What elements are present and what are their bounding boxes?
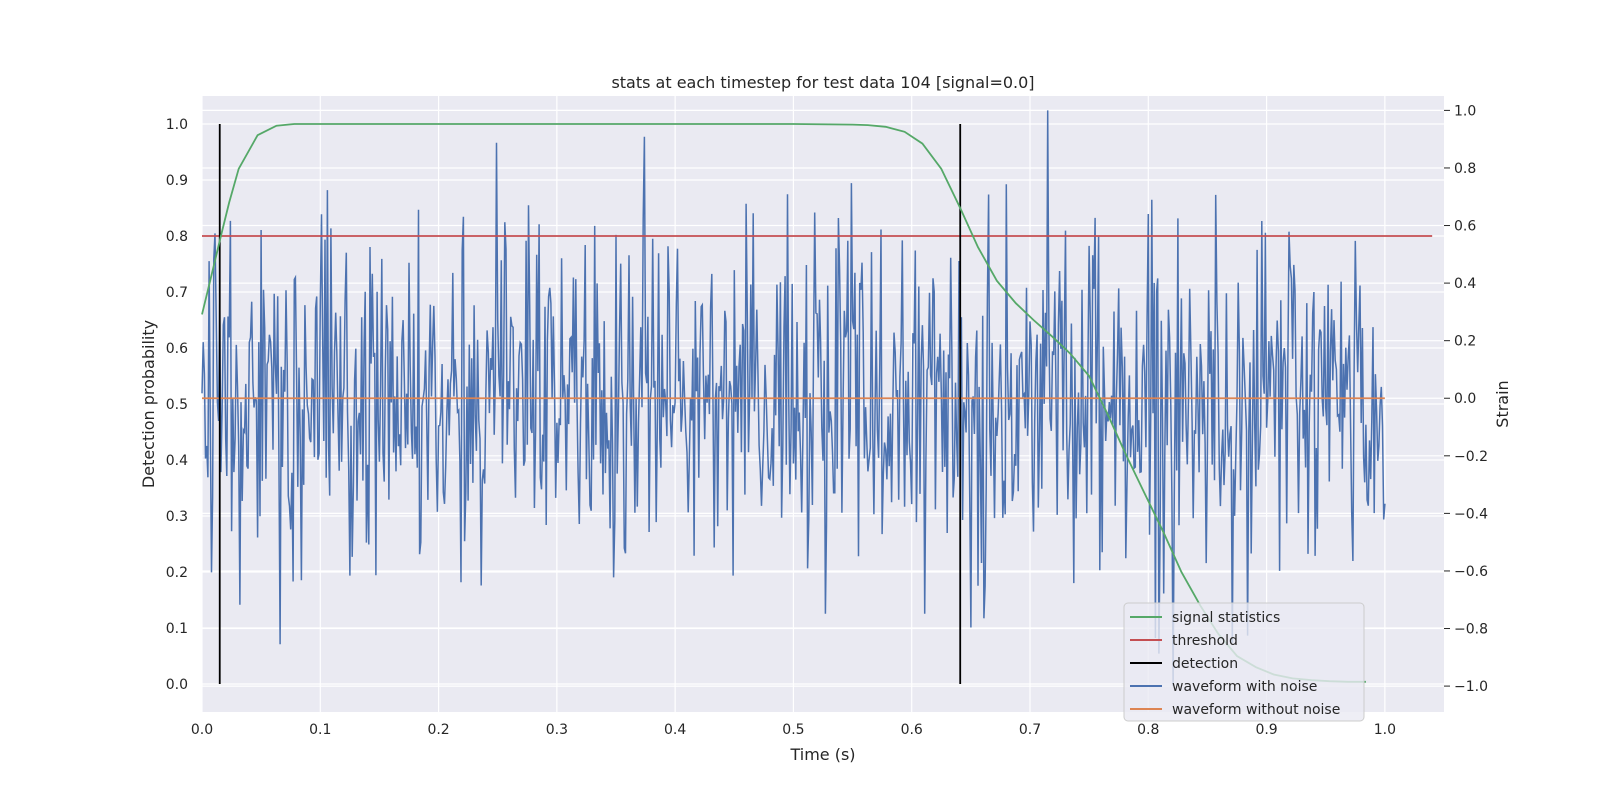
x-tick-label: 0.6 <box>901 722 923 738</box>
x-tick-label: 0.7 <box>1019 722 1041 738</box>
y-tick-label: 0.6 <box>166 341 188 357</box>
x-tick-label: 0.4 <box>664 722 686 738</box>
y-tick-label: 0.9 <box>166 173 188 189</box>
x-tick-label: 0.0 <box>191 722 213 738</box>
legend-label-signal-statistics: signal statistics <box>1172 610 1280 626</box>
legend-label-detection: detection <box>1172 656 1238 672</box>
plot-area <box>201 110 1433 687</box>
y-tick-label: 0.4 <box>166 453 188 469</box>
y-tick-label-right: 0.0 <box>1454 391 1476 407</box>
y-tick-label: 0.8 <box>166 229 188 245</box>
y-tick-label-right: 1.0 <box>1454 103 1476 119</box>
y-tick-label: 0.7 <box>166 285 188 301</box>
x-tick-label: 0.9 <box>1255 722 1277 738</box>
x-tick-label: 0.2 <box>427 722 449 738</box>
y-tick-label: 0.5 <box>166 397 188 413</box>
y-tick-label-right: −0.8 <box>1454 622 1488 638</box>
x-tick-label: 0.1 <box>309 722 331 738</box>
series-waveform-with-noise <box>201 110 1386 687</box>
y-tick-label-right: 0.6 <box>1454 219 1476 235</box>
y-tick-label-right: 0.8 <box>1454 161 1476 177</box>
x-tick-label: 1.0 <box>1374 722 1396 738</box>
y-tick-label-right: 0.2 <box>1454 334 1476 350</box>
y-axis-ticks-right: −1.0 −0.8 −0.6 −0.4 −0.2 0.0 0.2 0.4 0.6 0.8 1.0 <box>1444 103 1488 695</box>
y-axis-label-right: Strain <box>1493 380 1512 427</box>
x-tick-label: 0.8 <box>1137 722 1159 738</box>
y-tick-label-right: −0.4 <box>1454 506 1488 522</box>
chart-title: stats at each timestep for test data 104… <box>611 73 1034 92</box>
y-tick-label: 0.2 <box>166 565 188 581</box>
x-axis-label: Time (s) <box>789 745 855 764</box>
y-axis-label-left: Detection probability <box>139 320 158 488</box>
y-tick-label: 0.0 <box>166 677 188 693</box>
y-tick-label-right: 0.4 <box>1454 276 1476 292</box>
y-tick-label-right: −0.2 <box>1454 449 1488 465</box>
legend-label-waveform-without-noise: waveform without noise <box>1172 702 1340 718</box>
legend-box <box>1123 602 1365 722</box>
y-tick-label: 0.1 <box>166 621 188 637</box>
x-tick-label: 0.5 <box>782 722 804 738</box>
x-tick-label: 0.3 <box>546 722 568 738</box>
y-tick-label: 0.3 <box>166 509 188 525</box>
legend: signal statistics threshold detection wa… <box>1123 602 1365 722</box>
x-axis-ticks: 0.0 0.1 0.2 0.3 0.4 0.5 0.6 0.7 0.8 0.9 1.0 <box>191 722 1396 738</box>
legend-label-waveform-with-noise: waveform with noise <box>1172 679 1317 695</box>
y-tick-label: 1.0 <box>166 117 188 133</box>
y-tick-label-right: −1.0 <box>1454 679 1488 695</box>
legend-label-threshold: threshold <box>1172 633 1238 649</box>
y-tick-label-right: −0.6 <box>1454 564 1488 580</box>
y-axis-ticks-left: 0.0 0.1 0.2 0.3 0.4 0.5 0.6 0.7 0.8 0.9 1.0 <box>166 117 188 693</box>
